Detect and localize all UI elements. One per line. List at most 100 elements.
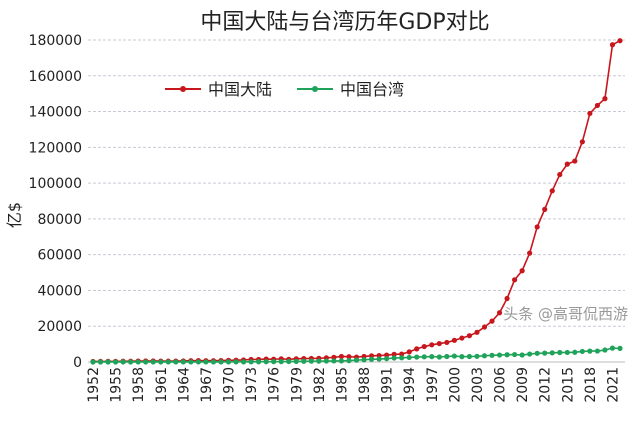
data-point: [218, 359, 224, 365]
data-point: [399, 351, 405, 357]
x-tick-label: 1964: [176, 367, 192, 403]
data-point: [353, 357, 360, 363]
data-point: [542, 206, 548, 212]
data-point: [519, 268, 525, 274]
data-point: [587, 110, 593, 117]
data-point: [399, 355, 405, 361]
x-tick-label: 1952: [86, 367, 102, 403]
data-point: [414, 346, 420, 352]
x-tick-label: 1982: [312, 367, 328, 403]
data-point: [481, 324, 488, 330]
data-point: [496, 352, 503, 358]
data-point: [135, 359, 141, 365]
chart-title: 中国大陆与台湾历年GDP对比: [200, 10, 489, 35]
legend-marker-0: [180, 86, 186, 92]
data-point: [564, 161, 570, 167]
data-point: [263, 359, 269, 365]
x-tick-label: 1961: [154, 367, 170, 403]
data-point: [225, 359, 232, 365]
data-point: [165, 359, 171, 365]
data-point: [549, 350, 555, 356]
data-point: [338, 353, 345, 360]
x-tick-label: 2006: [493, 367, 509, 403]
data-point: [496, 310, 503, 316]
data-point: [368, 356, 375, 362]
data-point: [316, 358, 322, 364]
data-point: [527, 250, 533, 256]
data-point: [459, 335, 465, 341]
data-point: [143, 359, 149, 365]
y-tick-label: 0: [73, 355, 82, 371]
data-point: [504, 295, 510, 302]
data-point: [406, 354, 412, 361]
x-tick-label: 2021: [605, 367, 621, 403]
data-point: [564, 349, 570, 356]
data-point: [466, 353, 473, 360]
x-tick-label: 1958: [131, 367, 147, 403]
data-point: [188, 359, 194, 365]
data-point: [173, 359, 179, 365]
y-tick-label: 80000: [37, 212, 82, 228]
data-point: [594, 348, 601, 354]
data-point: [391, 351, 397, 357]
data-point: [436, 354, 442, 360]
data-point: [331, 354, 337, 360]
data-point: [338, 358, 345, 364]
data-point: [346, 358, 352, 364]
x-tick-label: 2000: [447, 367, 463, 403]
y-tick-label: 120000: [29, 140, 82, 156]
data-point: [308, 358, 314, 364]
y-tick-label: 160000: [29, 69, 82, 85]
x-tick-label: 2003: [470, 367, 486, 403]
data-point: [391, 355, 397, 361]
data-point: [511, 277, 518, 283]
x-tick-label: 1979: [289, 367, 305, 403]
watermark: 头条 @高哥侃西游: [503, 305, 628, 323]
data-point: [414, 354, 420, 360]
data-point: [406, 349, 412, 355]
data-point: [594, 102, 601, 109]
data-point: [301, 358, 307, 364]
data-point: [128, 359, 134, 365]
y-tick-label: 180000: [29, 33, 82, 49]
data-point: [617, 38, 623, 44]
x-tick-label: 1970: [222, 367, 238, 403]
data-point: [436, 340, 442, 347]
data-point: [481, 353, 488, 359]
data-point: [572, 158, 578, 164]
data-point: [421, 343, 427, 350]
legend-marker-1: [312, 86, 318, 92]
data-point: [572, 349, 578, 355]
x-tick-label: 1991: [380, 367, 396, 403]
data-point: [331, 358, 337, 364]
data-point: [617, 345, 623, 351]
data-point: [210, 359, 217, 365]
x-tick-label: 2015: [560, 367, 576, 403]
data-point: [474, 353, 480, 359]
data-point: [429, 342, 435, 348]
data-point: [557, 349, 563, 356]
legend-label-1: 中国台湾: [340, 80, 404, 99]
data-point: [286, 358, 292, 365]
data-point: [609, 345, 616, 351]
y-tick-label: 100000: [29, 176, 82, 192]
data-point: [511, 351, 518, 358]
data-point: [534, 350, 540, 356]
data-point: [97, 359, 104, 365]
x-tick-label: 1973: [244, 367, 260, 403]
data-point: [609, 42, 616, 48]
data-point: [489, 318, 495, 324]
data-point: [150, 359, 156, 365]
data-point: [579, 139, 585, 145]
legend-label-0: 中国大陆: [208, 80, 272, 99]
data-point: [602, 96, 608, 102]
x-tick-label: 1988: [357, 367, 373, 403]
data-point: [323, 358, 329, 364]
data-point: [451, 337, 457, 343]
data-point: [444, 339, 450, 346]
data-point: [444, 353, 450, 360]
data-point: [256, 359, 262, 365]
x-tick-label: 2018: [583, 367, 599, 403]
data-point: [112, 359, 119, 365]
data-point: [489, 352, 495, 358]
